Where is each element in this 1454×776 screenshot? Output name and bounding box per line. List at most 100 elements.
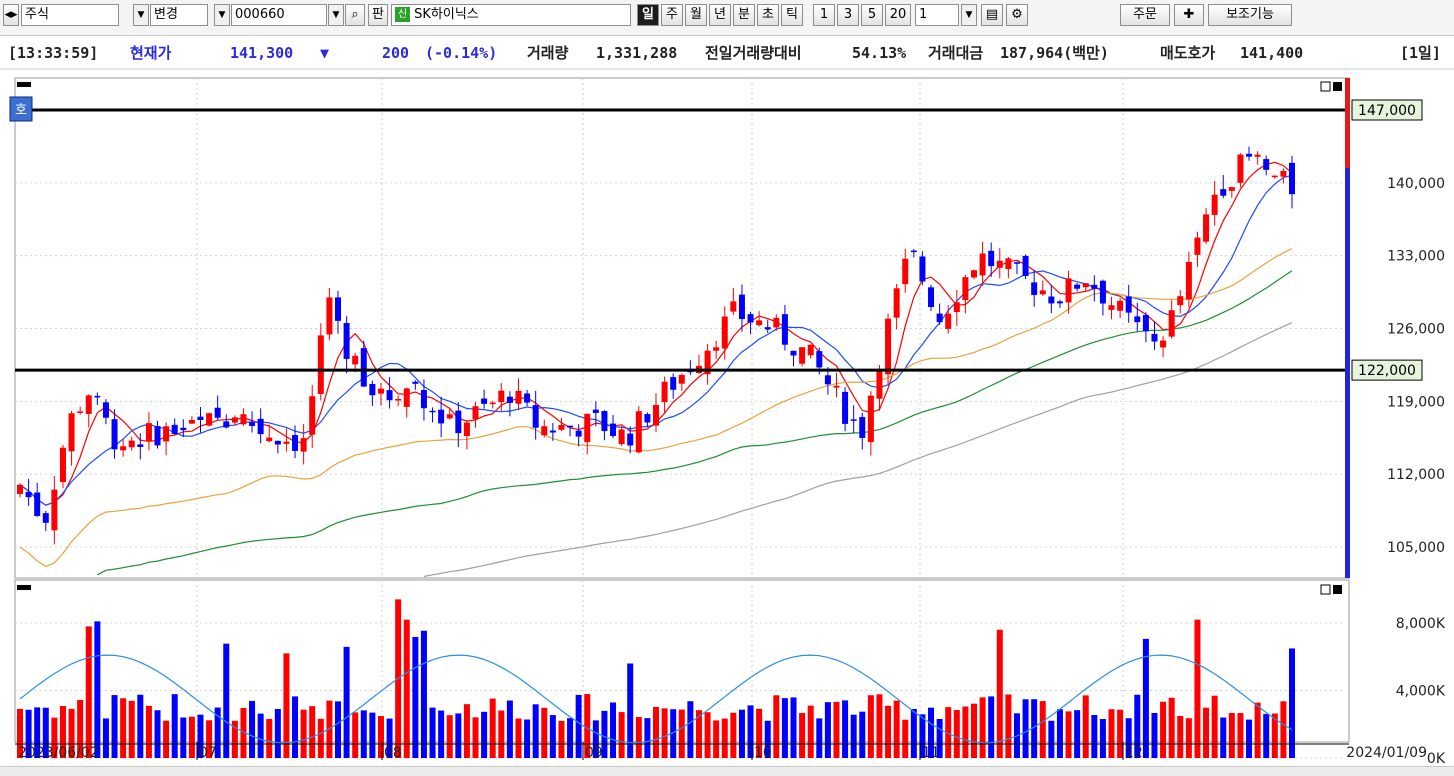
candle: [1091, 275, 1098, 302]
stock-name: SK하이닉스: [414, 7, 479, 22]
volume-bar: [197, 714, 204, 758]
candle: [94, 392, 101, 406]
candle: [25, 479, 32, 506]
volume-bar: [627, 663, 634, 758]
pan-button[interactable]: 판: [368, 4, 388, 26]
interval-button-1[interactable]: 3: [837, 4, 859, 26]
period-button-4[interactable]: 분: [733, 4, 755, 26]
search-icon[interactable]: ⌕: [345, 4, 365, 26]
period-button-3[interactable]: 년: [709, 4, 731, 26]
interval-label: 5: [867, 7, 877, 22]
amount-label: 거래대금: [928, 44, 984, 62]
period-button-1[interactable]: 주: [661, 4, 683, 26]
volume-bar: [1151, 712, 1158, 758]
volume-bar: [910, 708, 917, 758]
volume-bar: [867, 695, 874, 758]
save-icon[interactable]: ▤: [981, 4, 1003, 26]
candle: [850, 405, 857, 433]
candle: [377, 382, 384, 406]
volume-bar: [1246, 719, 1253, 758]
candle: [1220, 174, 1227, 199]
volume-bar: [377, 716, 384, 758]
volume-bar: [17, 708, 23, 758]
maximize-icon[interactable]: [1320, 584, 1331, 595]
panel-handle-icon[interactable]: [17, 82, 31, 87]
volume-bar: [274, 709, 281, 758]
code-value: 000660: [235, 7, 285, 22]
volume-bar: [816, 718, 823, 758]
candle: [1280, 168, 1287, 184]
close-icon[interactable]: [1333, 585, 1342, 594]
candle: [1271, 175, 1278, 179]
volume-bar: [317, 718, 324, 758]
candle: [799, 346, 806, 367]
candle: [549, 422, 556, 441]
candle: [197, 407, 204, 433]
candle: [429, 407, 436, 423]
candle: [773, 314, 780, 331]
volume-bar: [283, 653, 290, 758]
volume-bar: [524, 719, 531, 758]
candle: [979, 241, 986, 286]
crosshair-icon[interactable]: ✚: [1174, 4, 1204, 26]
code-input[interactable]: 000660: [231, 4, 327, 26]
month-tick-label: 08: [384, 745, 402, 761]
stock-name-field[interactable]: 신 SK하이닉스: [391, 4, 631, 26]
price-axis-tag: 호: [15, 103, 27, 118]
candle: [1203, 207, 1210, 245]
chevron-down-icon[interactable]: ▼: [214, 4, 230, 26]
candle: [1142, 312, 1149, 343]
change-button[interactable]: 변경: [150, 4, 208, 26]
candle: [1125, 284, 1132, 323]
candle: [145, 412, 152, 451]
chevron-down-icon[interactable]: ▼: [328, 4, 344, 26]
chevron-down-icon[interactable]: ▼: [961, 4, 977, 26]
market-select[interactable]: 주식: [21, 4, 119, 26]
interval-button-0[interactable]: 1: [813, 4, 835, 26]
candle: [661, 376, 668, 413]
volume-bar: [481, 711, 488, 758]
volume-bar: [1211, 695, 1218, 758]
volume-bar: [962, 706, 969, 758]
close-icon[interactable]: [1333, 82, 1342, 91]
candle: [541, 419, 548, 438]
volume-bar: [1194, 619, 1201, 758]
volume-bar: [1280, 701, 1287, 758]
price-change: 200: [382, 44, 410, 62]
candle: [713, 340, 720, 359]
candle: [326, 287, 333, 341]
market-value: 주식: [25, 7, 49, 22]
volume-bar: [506, 700, 513, 758]
panel-handle-icon[interactable]: [17, 585, 31, 590]
period-button-5[interactable]: 초: [757, 4, 779, 26]
scroll-left-right-icon[interactable]: ◂▸: [3, 4, 19, 26]
period-button-6[interactable]: 틱: [781, 4, 803, 26]
candle: [506, 391, 513, 417]
interval-button-2[interactable]: 5: [861, 4, 883, 26]
candle: [842, 387, 849, 432]
interval-button-3[interactable]: 20: [885, 4, 911, 26]
candle: [532, 390, 539, 440]
volume-bar: [223, 643, 230, 758]
volume-bar: [111, 695, 118, 758]
volume-bar: [1168, 697, 1175, 758]
candle: [644, 412, 651, 428]
month-tick-label: 09: [585, 745, 603, 761]
candle: [120, 439, 127, 457]
period-button-0[interactable]: 일: [637, 4, 659, 26]
candle: [610, 414, 617, 439]
order-button[interactable]: 주문: [1120, 4, 1170, 26]
volume-bar: [1237, 713, 1244, 758]
period-button-2[interactable]: 월: [685, 4, 707, 26]
count-input[interactable]: 1: [915, 4, 959, 26]
candle: [1074, 282, 1081, 292]
aux-function-button[interactable]: 보조기능: [1208, 4, 1292, 26]
candle: [1194, 231, 1201, 267]
maximize-icon[interactable]: [1320, 81, 1331, 92]
candle: [781, 304, 788, 351]
stock-chart[interactable]: 147,000 122,000 140,000 133,000 126,000 119,…: [0, 70, 1454, 766]
quote-time: [13:33:59]: [8, 44, 99, 62]
gear-icon[interactable]: ⚙: [1006, 4, 1028, 26]
chevron-down-icon[interactable]: ▼: [133, 4, 149, 26]
month-tick-label: 12: [1125, 745, 1143, 761]
